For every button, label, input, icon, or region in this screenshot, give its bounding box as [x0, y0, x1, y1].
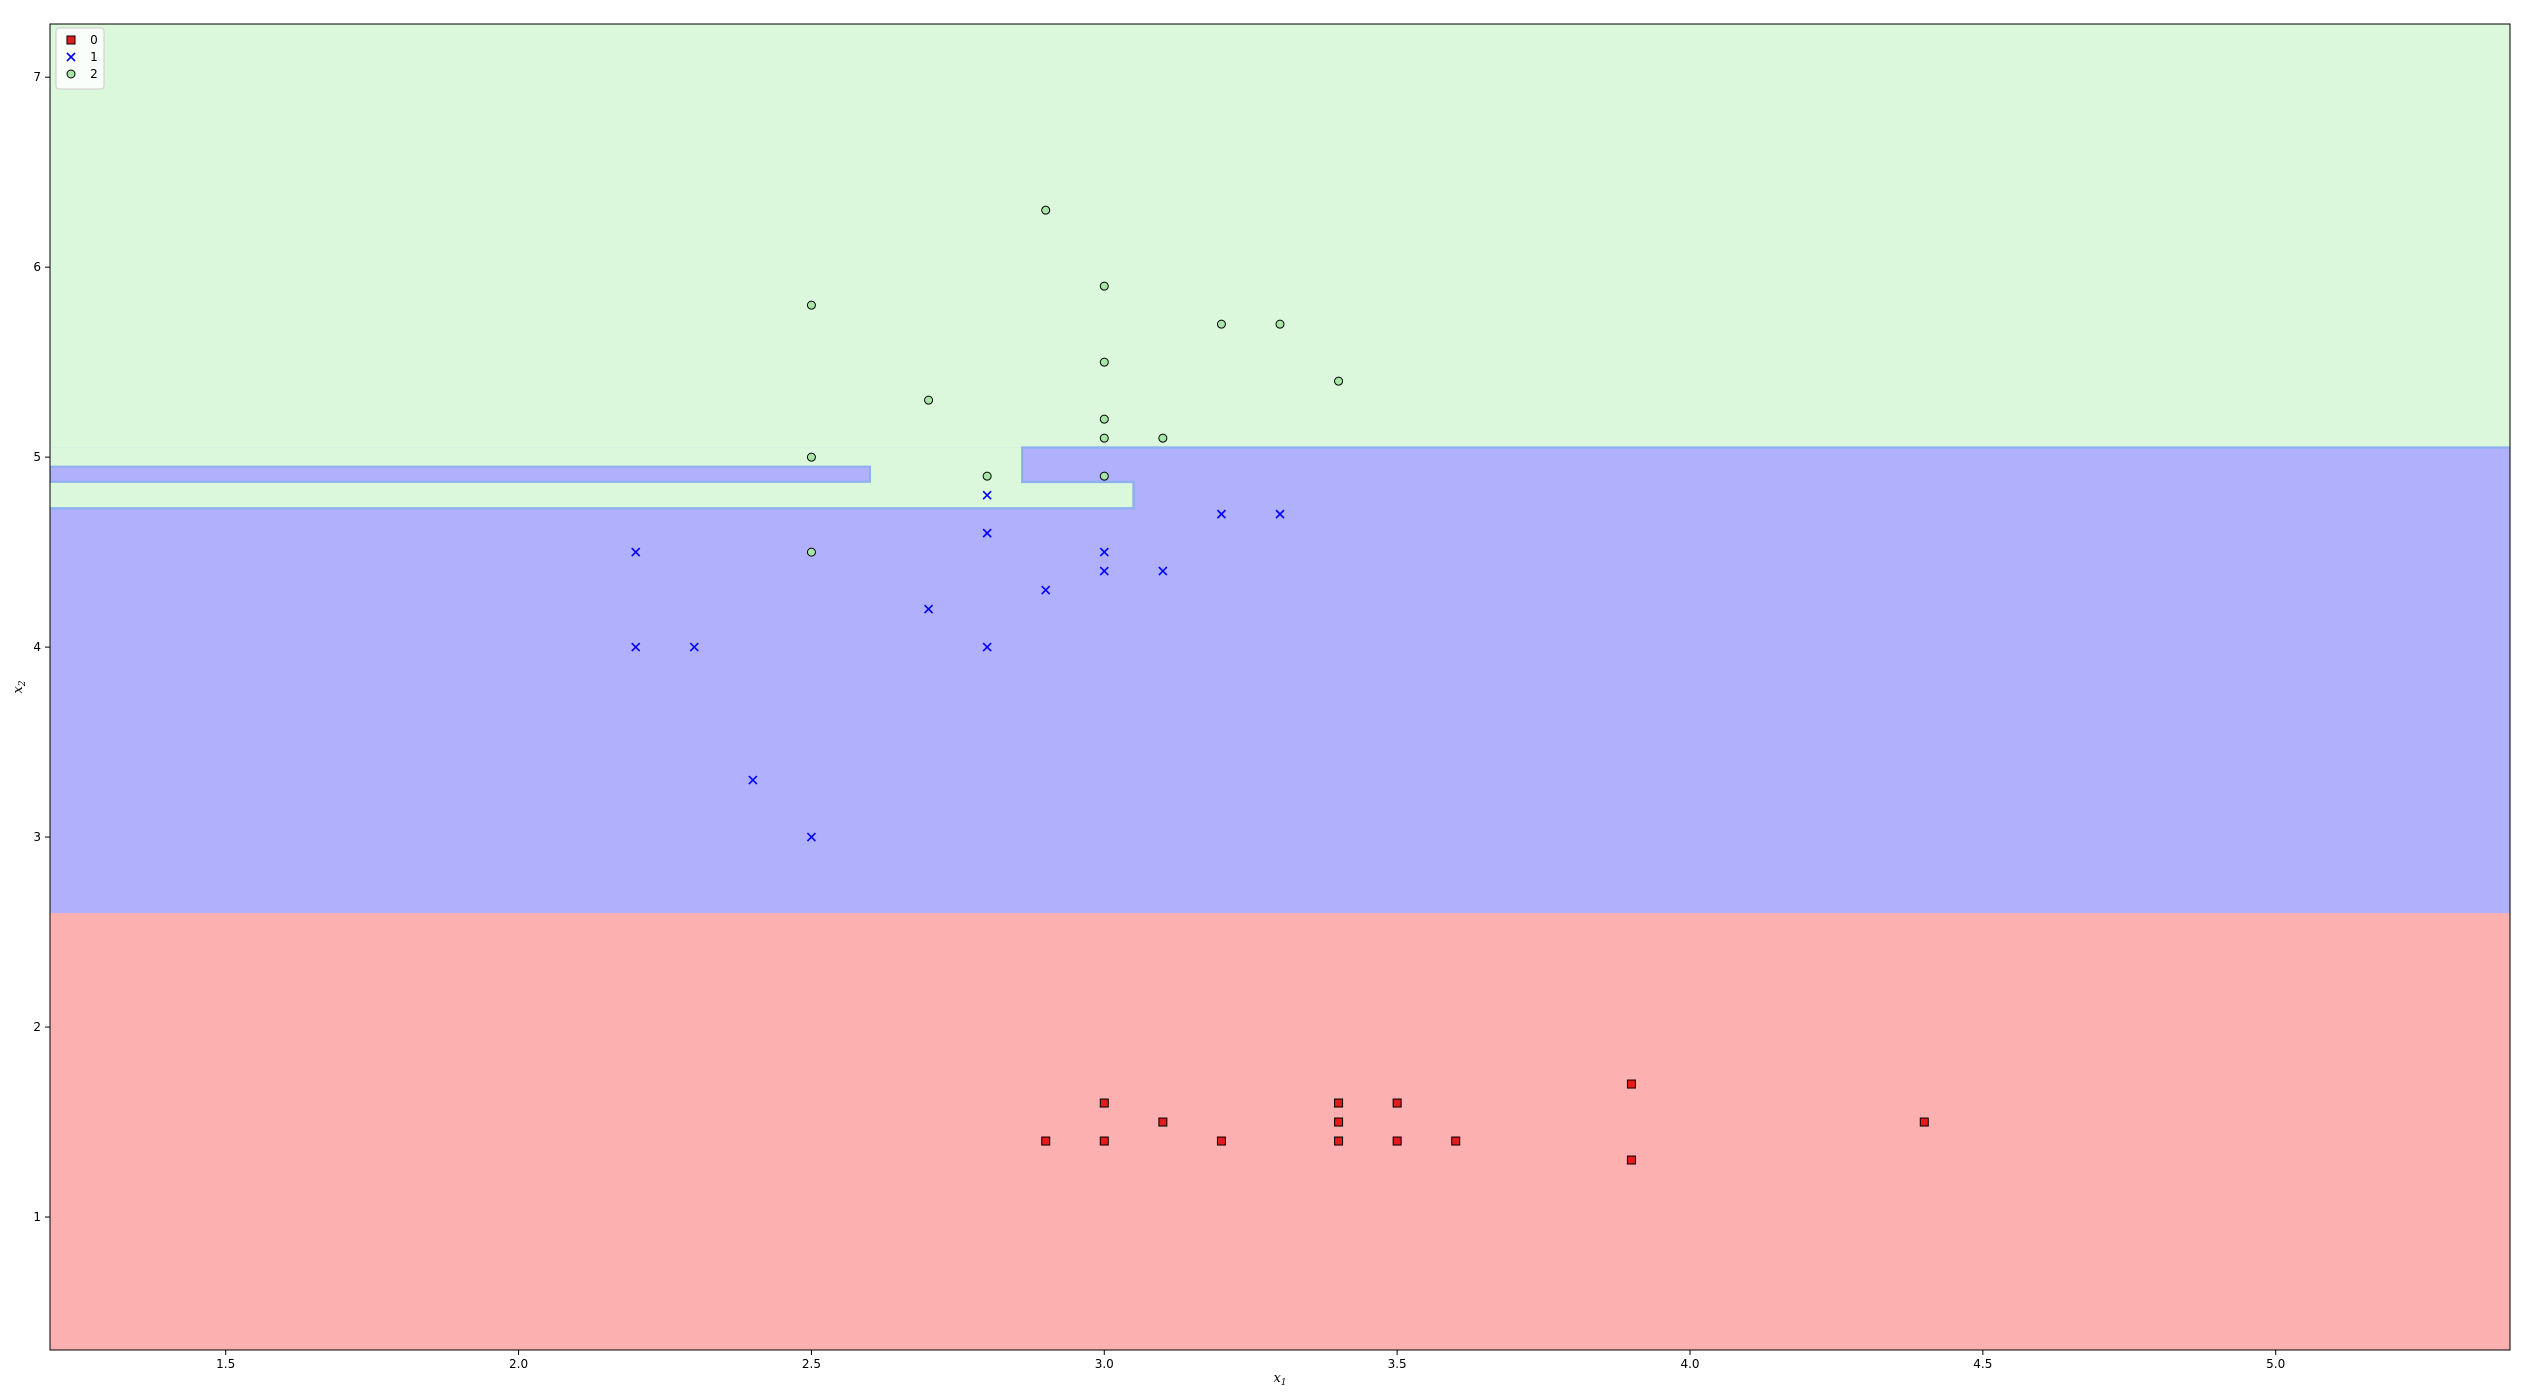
x-axis-label-text: x: [1273, 1371, 1281, 1386]
decision-boundary: [50, 446, 2510, 510]
y-axis-label-text: x: [11, 686, 26, 694]
point-2-2: [806, 547, 816, 557]
point-2-5: [1041, 205, 1051, 215]
point-1-3: [748, 775, 758, 785]
point-1-4: [806, 832, 816, 842]
point-2-14: [1334, 376, 1344, 386]
point-1-2: [689, 642, 699, 652]
point-1-5: [924, 604, 934, 614]
point-0-8: [1392, 1098, 1402, 1108]
point-1-9: [1041, 585, 1051, 595]
point-0-4: [1216, 1136, 1226, 1146]
region-class-1-notch: [1022, 447, 2510, 509]
point-2-3: [924, 395, 934, 405]
legend-marker-0: [66, 35, 76, 45]
point-0-3: [1158, 1117, 1168, 1127]
point-2-1: [806, 452, 816, 462]
point-0-13: [1919, 1117, 1929, 1127]
legend-label-1: 1: [90, 50, 98, 64]
region-class-2: [50, 24, 2510, 448]
x-axis-label-sub: 1: [1281, 1378, 1287, 1388]
point-0-6: [1334, 1117, 1344, 1127]
point-2-13: [1275, 319, 1285, 329]
y-axis-label: x2: [11, 680, 28, 693]
point-0-7: [1334, 1136, 1344, 1146]
point-2-4: [982, 471, 992, 481]
y-axis-label-sub: 2: [18, 680, 28, 687]
legend-label-0: 0: [90, 33, 98, 47]
point-0-11: [1626, 1079, 1636, 1089]
point-0-10: [1451, 1136, 1461, 1146]
point-1-0: [631, 547, 641, 557]
point-0-9: [1392, 1136, 1402, 1146]
point-2-11: [1158, 433, 1168, 443]
point-1-8: [982, 642, 992, 652]
region-class-1-strip: [50, 465, 871, 483]
point-1-10: [1099, 547, 1109, 557]
point-0-1: [1099, 1098, 1109, 1108]
x-axis: 1.5 2.0 2.5 3.0 3.5 4.0 4.5 5.0: [216, 1350, 2285, 1371]
point-2-12: [1216, 319, 1226, 329]
plot-frame: [49, 23, 2511, 1351]
point-1-11: [1099, 566, 1109, 576]
legend-marker-2: [66, 69, 76, 79]
point-0-0: [1041, 1136, 1051, 1146]
x-tick-label: 5.0: [2266, 1357, 2285, 1371]
legend-marker-1: [66, 52, 76, 62]
decision-regions: [50, 24, 2510, 1350]
x-tick-label: 2.5: [802, 1357, 821, 1371]
point-1-1: [631, 642, 641, 652]
region-class-0: [50, 913, 2510, 1350]
data-points: [631, 205, 1929, 1165]
x-tick-label: 2.0: [509, 1357, 528, 1371]
point-1-12: [1158, 566, 1168, 576]
y-tick-label: 6: [33, 260, 41, 274]
x-tick-label: 3.5: [1388, 1357, 1407, 1371]
legend: 0 1 2: [55, 27, 105, 90]
point-1-6: [982, 490, 992, 500]
x-axis-label: x1: [1273, 1371, 1286, 1388]
y-tick-label: 7: [33, 70, 41, 84]
legend-label-2: 2: [90, 67, 98, 81]
x-tick-label: 1.5: [216, 1357, 235, 1371]
point-2-10: [1099, 471, 1109, 481]
series-2: [806, 205, 1344, 557]
point-1-13: [1216, 509, 1226, 519]
point-0-5: [1334, 1098, 1344, 1108]
y-tick-label: 3: [33, 830, 41, 844]
point-0-12: [1626, 1155, 1636, 1165]
x-tick-label: 3.0: [1095, 1357, 1114, 1371]
y-tick-label: 4: [33, 640, 41, 654]
y-tick-label: 2: [33, 1020, 41, 1034]
x-tick-label: 4.5: [1973, 1357, 1992, 1371]
x-tick-label: 4.0: [1680, 1357, 1699, 1371]
point-2-8: [1099, 414, 1109, 424]
y-tick-label: 1: [33, 1210, 41, 1224]
point-2-9: [1099, 433, 1109, 443]
point-1-7: [982, 528, 992, 538]
y-axis: 1 2 3 4 5 6 7: [33, 70, 50, 1224]
point-2-0: [806, 300, 816, 310]
y-tick-label: 5: [33, 450, 41, 464]
series-0: [1041, 1079, 1929, 1165]
point-2-6: [1099, 281, 1109, 291]
point-0-2: [1099, 1136, 1109, 1146]
point-1-14: [1275, 509, 1285, 519]
series-1: [631, 490, 1285, 842]
point-2-7: [1099, 357, 1109, 367]
